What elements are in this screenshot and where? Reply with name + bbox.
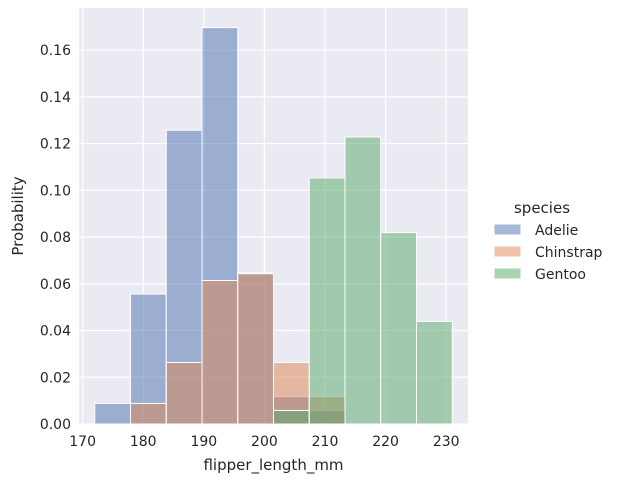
y-tick-label: 0.12 <box>40 137 71 153</box>
bar-chinstrap-2 <box>165 362 203 425</box>
bar-gentoo-5 <box>273 409 310 425</box>
bar-adelie-0 <box>94 402 132 425</box>
y-tick-label: 0.04 <box>40 324 71 340</box>
y-tick-label: 0.08 <box>40 230 71 246</box>
y-tick-label: 0.06 <box>40 277 71 293</box>
bar-chinstrap-3 <box>201 280 239 425</box>
bars <box>94 27 453 425</box>
legend-label-chinstrap: Chinstrap <box>535 245 603 261</box>
legend-swatch-adelie <box>493 223 522 236</box>
x-axis-title: flipper_length_mm <box>203 456 343 475</box>
y-tick-labels: 0.00 0.02 0.04 0.06 0.08 0.10 0.12 0.14 0.16 <box>40 43 71 433</box>
x-tick-label: 200 <box>251 434 278 450</box>
legend-title: species <box>514 199 570 217</box>
legend-swatch-gentoo <box>493 267 522 280</box>
x-tick-label: 180 <box>130 434 157 450</box>
bar-chinstrap-4 <box>237 273 274 425</box>
x-tick-label: 220 <box>372 434 399 450</box>
bar-chinstrap-1 <box>130 402 167 425</box>
legend-swatch-chinstrap <box>493 245 522 258</box>
legend-label-gentoo: Gentoo <box>535 267 586 283</box>
bar-gentoo-8 <box>380 232 417 425</box>
y-tick-label: 0.16 <box>40 43 71 59</box>
x-tick-labels: 170 180 190 200 210 220 230 <box>69 434 459 450</box>
y-tick-label: 0.00 <box>40 417 71 433</box>
y-tick-label: 0.14 <box>40 90 71 106</box>
legend: species Adelie Chinstrap Gentoo <box>493 199 603 283</box>
y-axis-title: Probability <box>9 176 27 255</box>
bar-gentoo-9 <box>415 320 453 425</box>
x-tick-label: 170 <box>69 434 96 450</box>
bar-gentoo-6 <box>308 177 346 425</box>
y-tick-label: 0.10 <box>40 183 71 199</box>
y-tick-label: 0.02 <box>40 370 71 386</box>
legend-label-adelie: Adelie <box>535 223 578 239</box>
x-tick-label: 230 <box>433 434 460 450</box>
x-tick-label: 210 <box>312 434 339 450</box>
bar-gentoo-7 <box>344 136 382 425</box>
x-tick-label: 190 <box>190 434 217 450</box>
